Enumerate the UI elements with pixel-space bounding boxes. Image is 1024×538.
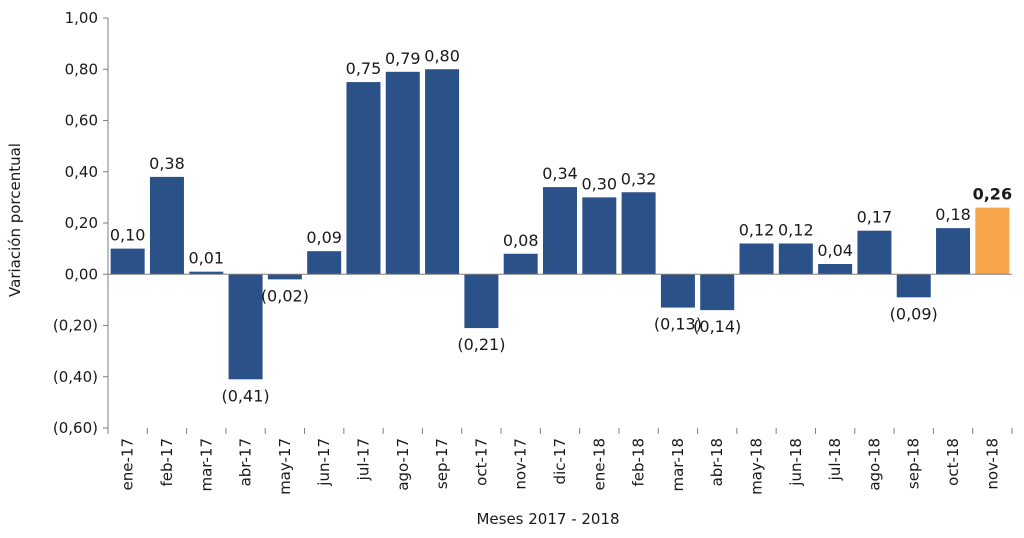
bar-mar-17 [189, 271, 224, 275]
bars [110, 69, 1010, 380]
data-label-dic-17: 0,34 [542, 164, 578, 183]
data-label-nov-18: 0,26 [973, 185, 1012, 204]
bar-oct-18 [936, 228, 971, 275]
axes [107, 18, 1012, 428]
x-tick-label: ago-17 [394, 438, 412, 491]
data-label-may-17: (0,02) [261, 286, 309, 305]
bar-mar-18 [660, 274, 695, 308]
bar-may-17 [267, 274, 302, 280]
x-tick-label: nov-17 [512, 438, 530, 490]
y-tick-label: 0,40 [65, 163, 98, 181]
x-tick-label: may-17 [276, 438, 294, 495]
data-label-oct-17: (0,21) [457, 335, 505, 354]
bar-may-18 [739, 243, 774, 275]
x-axis-ticks: ene-17 feb-17 mar-17 abr-17 may-17 jun-17 jul-… [107, 428, 1013, 495]
data-labels: 0,10 0,38 0,01 (0,41) (0,02) 0,09 0,750,79 0,80… [110, 46, 1012, 405]
data-label-nov-17: 0,08 [503, 231, 539, 250]
x-tick-label: jul-17 [354, 438, 372, 481]
y-tick-label: 0,00 [65, 265, 98, 283]
bar-sep-18 [896, 274, 931, 298]
y-axis-ticks: 1,00 0,80 0,60 0,40 0,20 0,00 (0,20) (0,40) (0,6… [53, 9, 108, 437]
x-tick-label: jun-17 [315, 438, 333, 487]
y-tick-label: 0,60 [65, 112, 98, 130]
bar-ene-17 [110, 248, 145, 275]
bar-jul-17 [346, 82, 381, 275]
x-tick-label: feb-18 [630, 438, 648, 487]
data-label-feb-18: 0,32 [621, 169, 657, 188]
bar-feb-18 [621, 192, 656, 275]
y-tick-label: 1,00 [65, 9, 98, 27]
data-label-sep-17: 0,80 [424, 46, 460, 65]
bar-nov-18 [975, 207, 1010, 275]
x-tick-label: may-18 [748, 438, 766, 495]
data-label-ago-17: 0,79 [385, 49, 421, 68]
data-label-jul-17: 0,75 [346, 59, 382, 78]
x-tick-label: sep-18 [905, 438, 923, 489]
data-label-ene-17: 0,10 [110, 226, 146, 245]
bar-ago-17 [385, 71, 420, 275]
y-tick-label: (0,40) [53, 368, 98, 386]
x-tick-label: feb-17 [158, 438, 176, 487]
bar-jun-17 [307, 251, 342, 275]
bar-abr-17 [228, 274, 263, 380]
data-label-mar-18: (0,13) [654, 315, 702, 334]
y-tick-label: (0,20) [53, 317, 98, 335]
data-label-jul-18: 0,04 [817, 241, 853, 260]
data-label-mar-17: 0,01 [188, 249, 224, 268]
bar-feb-17 [149, 176, 184, 275]
data-label-may-18: 0,12 [739, 221, 775, 240]
y-tick-label: 0,20 [65, 214, 98, 232]
y-tick-label: 0,80 [65, 60, 98, 78]
data-label-feb-17: 0,38 [149, 154, 185, 173]
x-tick-label: jun-18 [787, 438, 805, 487]
x-tick-label: ene-17 [119, 438, 137, 490]
x-tick-label: oct-18 [944, 438, 962, 486]
data-label-abr-18: (0,14) [693, 317, 741, 336]
bar-jun-18 [778, 243, 813, 275]
data-label-abr-17: (0,41) [222, 386, 270, 405]
x-tick-label: nov-18 [983, 438, 1001, 490]
bar-sep-17 [425, 69, 460, 275]
data-label-ene-18: 0,30 [581, 174, 617, 193]
bar-jul-18 [818, 264, 853, 275]
x-tick-label: mar-17 [197, 438, 215, 492]
x-tick-label: ene-18 [590, 438, 608, 490]
x-tick-label: abr-17 [237, 438, 255, 486]
x-tick-label: ago-18 [865, 438, 883, 491]
bar-oct-17 [464, 274, 499, 329]
x-tick-label: sep-17 [433, 438, 451, 489]
data-label-jun-18: 0,12 [778, 221, 814, 240]
x-axis-title: Meses 2017 - 2018 [476, 510, 619, 528]
bar-dic-17 [543, 187, 577, 275]
y-tick-label: (0,60) [53, 419, 98, 437]
x-tick-label: oct-17 [472, 438, 490, 486]
y-axis-title: Variación porcentual [6, 143, 24, 297]
bar-ago-18 [857, 230, 892, 275]
data-label-jun-17: 0,09 [306, 228, 342, 247]
x-tick-label: dic-17 [551, 438, 569, 484]
bar-nov-17 [503, 253, 538, 275]
data-label-oct-18: 0,18 [935, 205, 971, 224]
x-tick-label: mar-18 [669, 438, 687, 492]
bar-abr-18 [700, 274, 735, 311]
data-label-ago-18: 0,17 [857, 208, 893, 227]
x-tick-label: jul-18 [826, 438, 844, 481]
x-tick-label: abr-18 [708, 438, 726, 486]
bar-ene-18 [582, 197, 617, 275]
data-label-sep-18: (0,09) [890, 304, 938, 323]
